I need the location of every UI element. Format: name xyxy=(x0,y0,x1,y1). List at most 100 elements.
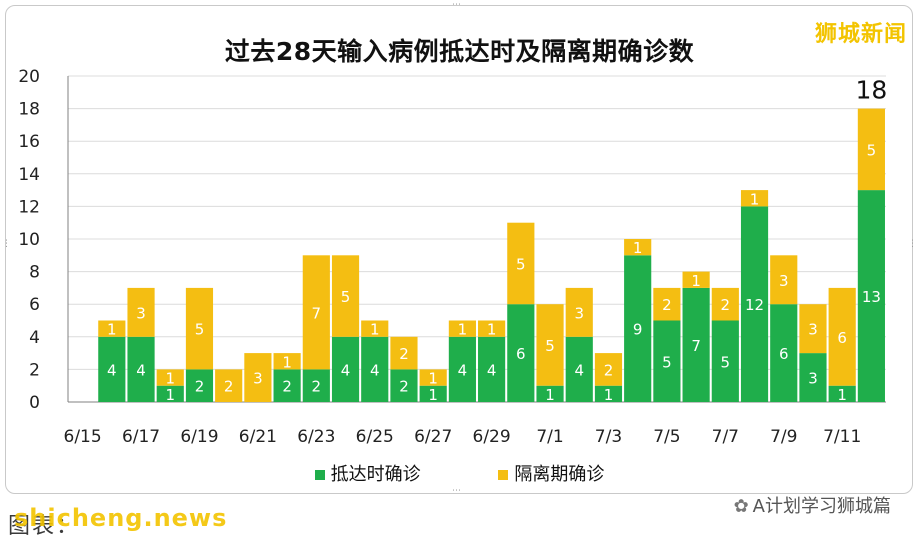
x-tick-label-6-29: 6/29 xyxy=(473,427,511,447)
bar-quarantine-6/26 xyxy=(390,336,418,370)
data-label-arrival-6/26: 2 xyxy=(399,378,409,396)
legend-label-arrival: 抵达时确诊 xyxy=(330,464,421,485)
y-tick-label-2: 2 xyxy=(29,360,40,380)
data-label-quarantine-6/27: 1 xyxy=(428,370,438,388)
bar-quarantine-7/3 xyxy=(594,353,623,386)
resize-handle-top[interactable]: ⋯ xyxy=(452,0,461,10)
data-label-quarantine-7/8: 1 xyxy=(750,190,760,208)
bar-quarantine-7/5 xyxy=(653,287,681,321)
bar-arrival-6/30 xyxy=(507,304,535,402)
bar-arrival-7/4 xyxy=(624,255,652,402)
y-tick-label-8: 8 xyxy=(29,263,40,283)
legend-item-arrival: 抵达时确诊 xyxy=(314,460,421,486)
data-label-arrival-7/12: 13 xyxy=(862,288,881,306)
data-label-quarantine-7/5: 2 xyxy=(662,296,672,314)
y-tick-label-4: 4 xyxy=(29,328,40,348)
x-tick-label-7-11: 7/11 xyxy=(823,427,861,447)
data-label-quarantine-7/2: 3 xyxy=(574,304,584,322)
data-label-arrival-7/5: 5 xyxy=(662,353,672,371)
resize-handle-right[interactable]: ⋮ xyxy=(908,239,917,249)
x-tick-label-6-21: 6/21 xyxy=(239,427,277,447)
data-label-arrival-6/29: 4 xyxy=(487,361,497,379)
x-tick-label-6-27: 6/27 xyxy=(414,427,452,447)
data-label-quarantine-7/3: 2 xyxy=(604,361,614,379)
data-label-arrival-6/16: 4 xyxy=(107,361,117,379)
bar-quarantine-6/24 xyxy=(331,255,360,337)
bar-quarantine-6/17 xyxy=(127,287,155,337)
data-label-quarantine-7/1: 5 xyxy=(545,337,555,355)
resize-handle-bottom[interactable]: ⋯ xyxy=(452,486,461,496)
bar-quarantine-6/16 xyxy=(98,320,126,337)
bar-arrival-7/6 xyxy=(682,287,710,402)
bar-quarantine-6/19 xyxy=(185,287,214,370)
data-label-arrival-7/8: 12 xyxy=(745,296,764,314)
data-label-quarantine-7/10: 3 xyxy=(808,321,818,339)
x-tick-label-7-1: 7/1 xyxy=(536,427,563,447)
chart-title: 过去28天输入病例抵达时及隔离期确诊数 xyxy=(224,37,695,66)
data-label-quarantine-6/26: 2 xyxy=(399,345,409,363)
data-label-quarantine-6/21: 3 xyxy=(253,370,263,388)
bar-quarantine-6/25 xyxy=(361,320,389,337)
data-label-quarantine-6/24: 5 xyxy=(341,288,351,306)
y-tick-label-0: 0 xyxy=(29,393,40,413)
annotation-total-7-12: 18 xyxy=(855,76,887,105)
bar-quarantine-6/18 xyxy=(156,369,184,386)
bar-quarantine-7/12 xyxy=(857,108,885,191)
bar-arrival-6/17 xyxy=(127,336,155,402)
data-label-arrival-6/19: 2 xyxy=(195,378,205,396)
bar-quarantine-6/29 xyxy=(478,320,506,337)
legend-item-quarantine: 隔离期确诊 xyxy=(498,460,604,486)
bar-arrival-6/29 xyxy=(478,336,506,402)
bar-arrival-7/10 xyxy=(799,353,827,402)
data-label-arrival-6/23: 2 xyxy=(312,378,322,396)
data-label-arrival-7/3: 1 xyxy=(604,386,614,404)
bar-arrival-7/9 xyxy=(770,304,798,402)
data-label-quarantine-7/12: 5 xyxy=(867,141,877,159)
data-label-arrival-7/2: 4 xyxy=(574,361,584,379)
bar-quarantine-7/10 xyxy=(799,304,827,354)
y-tick-label-18: 18 xyxy=(18,100,40,120)
bar-quarantine-6/27 xyxy=(419,369,447,386)
data-label-quarantine-6/28: 1 xyxy=(458,321,468,339)
y-tick-label-12: 12 xyxy=(18,197,40,217)
x-tick-label-7-9: 7/9 xyxy=(770,427,797,447)
data-label-quarantine-6/25: 1 xyxy=(370,321,380,339)
bar-arrival-7/1 xyxy=(536,385,564,402)
bar-arrival-6/22 xyxy=(273,369,301,402)
data-label-quarantine-6/18: 1 xyxy=(165,370,175,388)
x-tick-label-7-3: 7/3 xyxy=(595,427,622,447)
data-label-arrival-6/30: 6 xyxy=(516,345,526,363)
x-tick-label-7-5: 7/5 xyxy=(653,427,680,447)
bar-quarantine-7/9 xyxy=(770,255,798,305)
data-label-arrival-7/4: 9 xyxy=(633,321,643,339)
data-label-arrival-7/7: 5 xyxy=(721,353,731,371)
resize-handle-left[interactable]: ⋮ xyxy=(2,239,11,249)
data-label-arrival-6/24: 4 xyxy=(341,361,351,379)
data-label-quarantine-6/16: 1 xyxy=(107,321,117,339)
bar-quarantine-7/1 xyxy=(536,304,564,386)
bar-arrival-6/19 xyxy=(185,369,214,402)
bar-arrival-6/23 xyxy=(302,369,330,402)
bar-arrival-6/28 xyxy=(448,336,476,402)
bar-arrival-7/7 xyxy=(711,320,739,402)
data-label-arrival-7/1: 1 xyxy=(545,386,555,404)
wechat-account-label: A计划学习狮城篇 xyxy=(752,496,891,517)
bar-quarantine-6/20 xyxy=(215,369,243,402)
bar-arrival-7/3 xyxy=(594,385,623,402)
data-label-quarantine-6/30: 5 xyxy=(516,255,526,273)
bar-arrival-6/16 xyxy=(98,336,126,402)
x-tick-label-6-15: 6/15 xyxy=(64,427,102,447)
data-label-arrival-6/22: 2 xyxy=(282,378,292,396)
x-tick-label-6-25: 6/25 xyxy=(356,427,394,447)
bar-arrival-6/26 xyxy=(390,369,418,402)
y-tick-label-10: 10 xyxy=(18,230,40,250)
wechat-icon: ✿ xyxy=(733,496,749,517)
bar-quarantine-7/6 xyxy=(682,271,710,288)
data-label-arrival-7/10: 3 xyxy=(808,370,818,388)
bar-arrival-7/12 xyxy=(857,190,885,402)
data-label-arrival-6/17: 4 xyxy=(136,361,146,379)
data-label-arrival-7/6: 7 xyxy=(691,337,701,355)
watermark-site: shicheng.news xyxy=(14,504,228,532)
x-tick-label-6-19: 6/19 xyxy=(180,427,218,447)
